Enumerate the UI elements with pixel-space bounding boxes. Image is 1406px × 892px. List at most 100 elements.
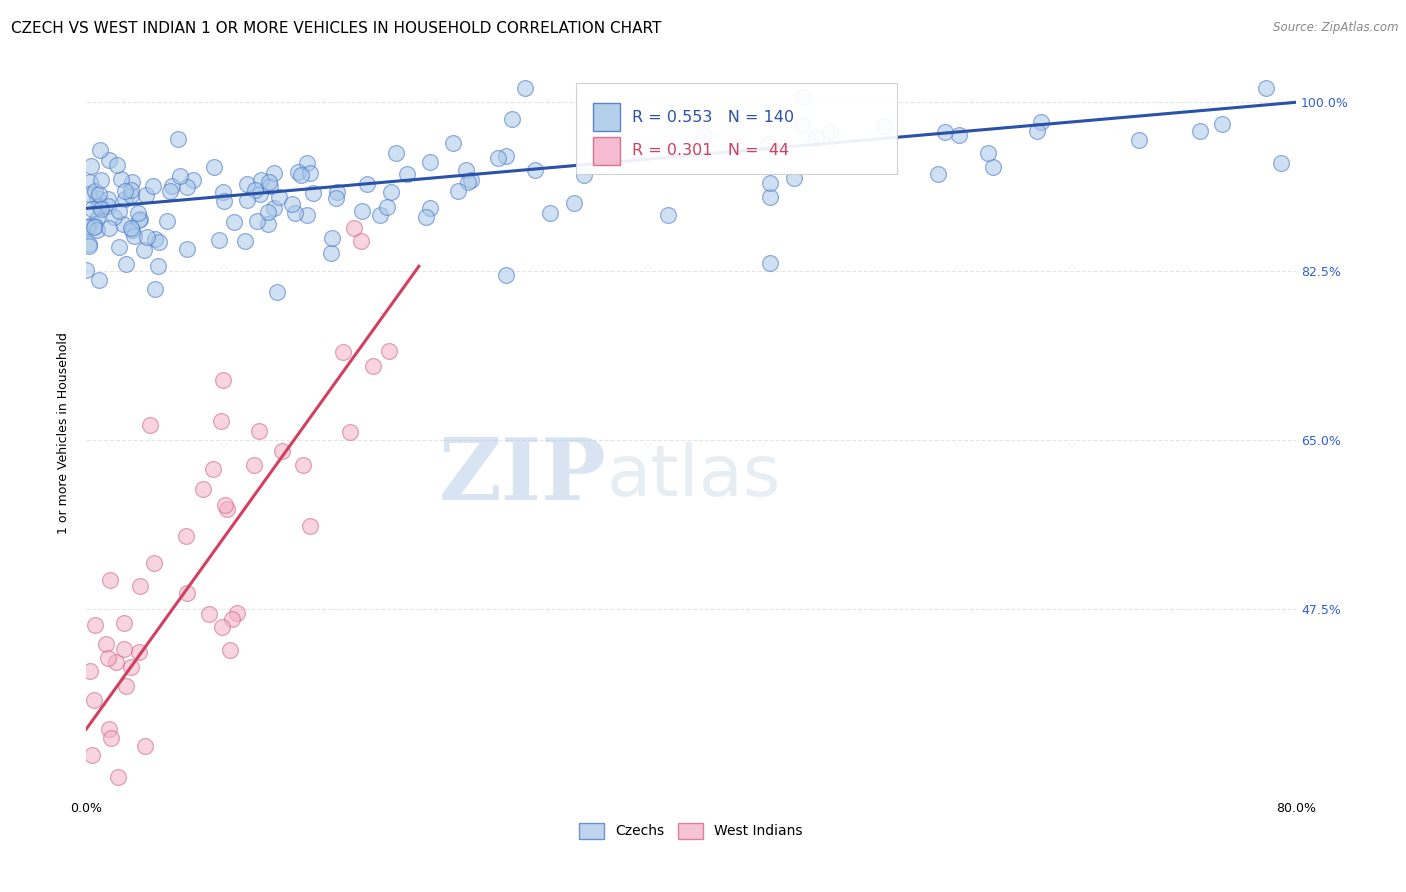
Point: [343, 220, 366, 235]
Point: [263, 166, 285, 180]
Point: [321, 231, 343, 245]
Point: [138, 417, 160, 432]
Point: [380, 185, 402, 199]
Point: [378, 343, 401, 358]
Point: [181, 173, 204, 187]
Point: [976, 146, 998, 161]
Point: [332, 345, 354, 359]
Point: [86, 223, 108, 237]
Point: [87, 273, 110, 287]
Point: [145, 282, 167, 296]
Text: Source: ZipAtlas.com: Source: ZipAtlas.com: [1274, 21, 1399, 35]
Point: [501, 112, 523, 126]
Point: [221, 612, 243, 626]
Point: [114, 184, 136, 198]
FancyBboxPatch shape: [593, 137, 620, 165]
Point: [89, 199, 111, 213]
Point: [981, 160, 1004, 174]
Point: [236, 194, 259, 208]
Point: [107, 158, 129, 172]
Point: [87, 186, 110, 201]
Point: [160, 179, 183, 194]
Point: [212, 373, 235, 387]
Point: [384, 145, 406, 160]
Point: [212, 194, 235, 209]
Point: [1026, 124, 1049, 138]
Point: [1188, 124, 1211, 138]
Point: [114, 257, 136, 271]
Point: [108, 204, 131, 219]
Point: [136, 230, 159, 244]
Point: [818, 125, 841, 139]
Point: [249, 173, 271, 187]
Point: [396, 167, 419, 181]
Point: [120, 660, 142, 674]
Point: [515, 80, 537, 95]
Point: [83, 693, 105, 707]
Point: [495, 149, 517, 163]
Text: atlas: atlas: [606, 442, 780, 511]
Point: [245, 183, 267, 197]
Point: [375, 200, 398, 214]
Point: [112, 642, 135, 657]
Point: [290, 168, 312, 182]
Point: [135, 188, 157, 202]
Point: [105, 655, 128, 669]
Point: [114, 192, 136, 206]
Point: [128, 645, 150, 659]
Point: [790, 118, 813, 132]
Point: [89, 144, 111, 158]
Text: R = 0.553   N = 140: R = 0.553 N = 140: [631, 110, 794, 125]
Point: [758, 190, 780, 204]
Point: [84, 184, 107, 198]
Point: [98, 153, 121, 168]
Point: [169, 169, 191, 183]
Point: [108, 240, 131, 254]
Point: [299, 518, 322, 533]
Point: [120, 187, 142, 202]
Text: R = 0.301   N =  44: R = 0.301 N = 44: [631, 144, 789, 158]
Point: [120, 183, 142, 197]
Point: [97, 192, 120, 206]
Point: [934, 125, 956, 139]
Point: [134, 739, 156, 753]
Point: [284, 206, 307, 220]
Point: [488, 151, 510, 165]
Point: [1254, 80, 1277, 95]
Point: [441, 136, 464, 151]
Point: [176, 529, 198, 543]
Point: [1270, 156, 1292, 170]
Point: [129, 211, 152, 226]
Point: [266, 285, 288, 299]
Point: [98, 574, 121, 588]
Point: [804, 130, 827, 145]
Point: [339, 425, 361, 439]
Point: [271, 444, 294, 458]
Point: [368, 208, 391, 222]
Point: [76, 220, 98, 235]
Point: [259, 178, 281, 193]
Point: [97, 199, 120, 213]
Point: [281, 196, 304, 211]
Point: [419, 201, 441, 215]
Point: [657, 208, 679, 222]
Point: [214, 498, 236, 512]
Point: [176, 180, 198, 194]
Point: [80, 159, 103, 173]
Text: CZECH VS WEST INDIAN 1 OR MORE VEHICLES IN HOUSEHOLD CORRELATION CHART: CZECH VS WEST INDIAN 1 OR MORE VEHICLES …: [11, 21, 662, 37]
Point: [759, 176, 782, 190]
Point: [132, 244, 155, 258]
Point: [212, 186, 235, 200]
Point: [77, 237, 100, 252]
Point: [127, 206, 149, 220]
Point: [927, 167, 949, 181]
Point: [217, 501, 239, 516]
Point: [226, 607, 249, 621]
Point: [948, 128, 970, 142]
Point: [112, 616, 135, 631]
Point: [222, 215, 245, 229]
Point: [321, 246, 343, 260]
Point: [356, 177, 378, 191]
Point: [77, 219, 100, 233]
Point: [86, 191, 108, 205]
